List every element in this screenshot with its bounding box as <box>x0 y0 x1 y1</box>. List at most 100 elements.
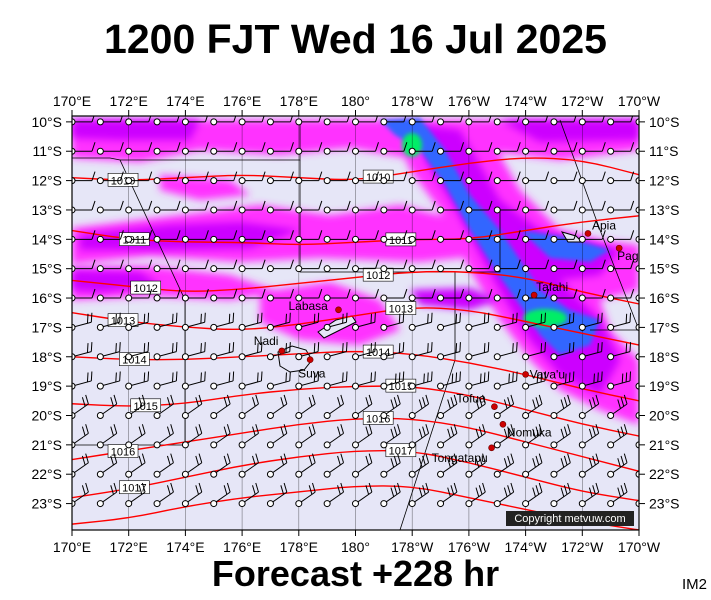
lon-label-top: 170°W <box>618 93 661 109</box>
wind-barb <box>210 342 235 361</box>
lat-label-left: 23°S <box>31 496 62 512</box>
wind-barb <box>181 424 203 449</box>
wind-barb <box>635 500 639 508</box>
wind-barb <box>295 371 320 390</box>
wind-barb <box>607 424 628 449</box>
wind-barb <box>238 230 266 243</box>
svg-text:1015: 1015 <box>389 381 413 393</box>
wind-barb <box>493 288 521 302</box>
wind-barb <box>72 482 89 508</box>
wind-barb <box>323 424 345 449</box>
place-marker: Suva <box>298 356 326 381</box>
wind-barb <box>408 482 430 508</box>
wind-barb <box>380 342 405 361</box>
isobar-line <box>72 485 639 530</box>
wind-barb <box>437 288 465 302</box>
place-marker: Tofua <box>456 392 498 410</box>
wind-barb <box>578 424 600 449</box>
wind-barb <box>96 230 124 243</box>
wind-barb <box>522 394 543 419</box>
wind-barb <box>125 288 153 302</box>
wind-barb <box>408 342 433 361</box>
wind-barb <box>408 259 436 273</box>
wind-barb <box>493 116 520 126</box>
lon-label-bottom: 176°W <box>448 539 491 555</box>
wind-barb <box>96 200 124 214</box>
wind-barb <box>550 116 577 126</box>
wind-barb <box>153 288 181 302</box>
wind-barb <box>181 482 203 508</box>
wind-barb <box>352 142 379 155</box>
lon-label-bottom: 178°E <box>280 539 318 555</box>
wind-barb <box>635 323 639 331</box>
wind-barb <box>210 259 238 273</box>
wind-barb <box>408 200 436 214</box>
wind-barb <box>550 142 578 155</box>
wind-barb <box>380 259 408 273</box>
wind-barb <box>635 147 639 155</box>
wind-barb <box>266 394 288 419</box>
svg-text:1011: 1011 <box>389 235 413 247</box>
wind-barb <box>635 411 639 419</box>
wind-barb <box>238 424 259 449</box>
wind-barb <box>578 394 600 419</box>
wind-barb <box>96 482 118 508</box>
wind-barb <box>295 230 323 243</box>
wind-barb <box>493 394 515 419</box>
wind-barb <box>352 230 379 243</box>
wind-barb <box>352 288 379 302</box>
wind-barb <box>493 371 518 390</box>
wind-barb <box>607 200 635 214</box>
place-label: Pago Pago <box>617 249 677 263</box>
wind-barb <box>408 312 433 331</box>
wind-barb <box>607 259 635 273</box>
wind-barb <box>238 171 266 185</box>
wind-barb <box>437 371 461 390</box>
lat-label-left: 17°S <box>31 319 62 335</box>
wind-barb <box>238 259 266 273</box>
image-code: IM2 <box>681 576 707 593</box>
wind-barb <box>96 312 121 331</box>
wind-barb <box>408 230 436 243</box>
place-label: Tafahi <box>536 280 568 294</box>
forecast-label: Forecast +228 hr <box>211 553 500 594</box>
wind-barb <box>380 116 407 126</box>
wind-barb <box>437 453 458 478</box>
place-marker: Vava'u <box>522 367 565 381</box>
lat-label-right: 10°S <box>649 114 680 130</box>
wind-barb <box>153 482 174 508</box>
wind-barb <box>181 200 209 214</box>
wind-barb <box>210 453 231 478</box>
wind-barb <box>437 482 458 508</box>
wind-barb <box>437 342 461 361</box>
wind-barb <box>266 312 291 331</box>
wind-barb <box>181 312 206 331</box>
wind-barb <box>125 453 146 478</box>
wind-barb <box>550 288 578 302</box>
wind-barb <box>295 453 316 478</box>
wind-barb <box>607 288 635 302</box>
wind-barb <box>522 171 550 185</box>
wind-barb <box>181 171 209 185</box>
lat-label-right: 20°S <box>649 407 680 423</box>
wind-barb <box>465 342 490 361</box>
wind-barb <box>125 482 146 508</box>
wind-barb <box>72 288 96 302</box>
wind-barb <box>238 453 259 478</box>
wind-barb <box>153 200 181 214</box>
wind-barb <box>352 371 376 390</box>
wind-barb <box>153 453 174 478</box>
lon-label-bottom: 174°W <box>505 539 548 555</box>
isobar-label: 1013 <box>107 313 139 328</box>
wind-barb <box>210 200 238 214</box>
lat-label-left: 20°S <box>31 407 62 423</box>
wind-barb <box>380 453 401 478</box>
wind-barb <box>295 482 316 508</box>
wind-barb <box>493 200 521 214</box>
lat-label-right: 19°S <box>649 378 680 394</box>
wind-barb <box>522 342 546 361</box>
wind-barb <box>153 424 174 449</box>
wind-barb <box>266 200 294 214</box>
copyright-box <box>506 511 634 526</box>
